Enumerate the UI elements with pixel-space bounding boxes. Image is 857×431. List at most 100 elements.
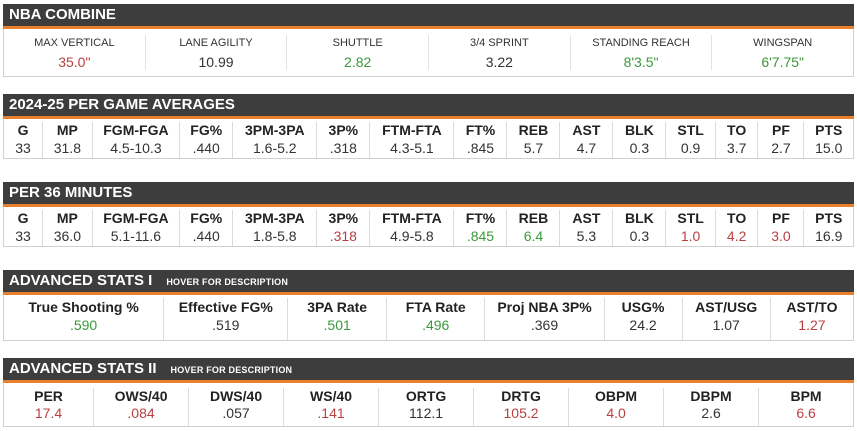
stat-cell[interactable]: FTA Rate .496 (385, 298, 485, 340)
stat-label[interactable]: DWS/40 (209, 388, 263, 404)
stat-label[interactable]: OBPM (595, 388, 638, 404)
stat-value: 0.9 (680, 140, 701, 156)
stat-value: 5.1-11.6 (110, 228, 162, 244)
advanced-stats-2-header: ADVANCED STATS II HOVER FOR DESCRIPTION (3, 358, 854, 383)
stat-cell[interactable]: WS/40.141 (283, 388, 378, 426)
stat-value: 3.7 (726, 140, 747, 156)
stat-cell[interactable]: 3PA Rate .501 (287, 298, 386, 340)
stat-cell: 3/4 SPRINT 3.22 (428, 35, 570, 70)
stat-label: FTM-FTA (382, 122, 442, 138)
stat-value: 17.4 (34, 405, 63, 421)
stat-cell: 3PM-3PA 1.8-5.8 (232, 210, 316, 246)
stat-cell: FTM-FTA 4.9-5.8 (369, 210, 453, 246)
stat-label[interactable]: DBPM (690, 388, 732, 404)
advanced-stats-2-section: ADVANCED STATS II HOVER FOR DESCRIPTION P… (3, 358, 854, 427)
stat-cell: 3P% .318 (316, 122, 369, 158)
stat-cell[interactable]: Proj NBA 3P% .369 (484, 298, 603, 340)
per36-title: PER 36 MINUTES (9, 184, 133, 201)
stat-cell[interactable]: ORTG 112.1 (378, 388, 473, 426)
stat-value: .369 (530, 317, 559, 333)
stat-label: AST (572, 210, 601, 226)
stat-value: 5.7 (523, 140, 544, 156)
stat-label: FG% (190, 122, 223, 138)
stat-cell[interactable]: AST/USG 1.07 (681, 298, 770, 340)
stat-value: 24.2 (629, 317, 657, 333)
stat-label[interactable]: BPM (790, 388, 822, 404)
stat-label[interactable]: True Shooting % (28, 299, 139, 315)
stat-value: 6'7.75" (761, 54, 805, 70)
stat-cell: MP 36.0 (42, 210, 92, 246)
stat-value: 2.6 (701, 405, 721, 421)
stat-cell[interactable]: BPM 6.6 (758, 388, 853, 426)
stat-label[interactable]: USG% (621, 299, 665, 315)
stat-cell: PTS 16.9 (803, 210, 853, 246)
stat-label: BLK (624, 122, 654, 138)
stat-cell: AST 4.7 (559, 122, 612, 158)
stat-value: .845 (466, 140, 495, 156)
per-game-header: 2024-25 PER GAME AVERAGES (3, 94, 854, 119)
stat-label: 3/4 SPRINT (470, 37, 529, 49)
stat-value: 1.0 (680, 228, 701, 244)
stat-label: TO (727, 122, 747, 138)
stat-cell: MAX VERTICAL 35.0" (4, 35, 145, 70)
stat-cell[interactable]: DBPM 2.6 (663, 388, 758, 426)
combine-section: NBA COMBINE MAX VERTICAL 35.0" LANE AGILIT… (3, 4, 854, 77)
stat-value: 6.4 (523, 228, 544, 244)
stat-label[interactable]: DRTG (501, 388, 541, 404)
per-game-title: 2024-25 PER GAME AVERAGES (9, 96, 235, 113)
stat-value: 4.0 (606, 405, 626, 421)
stat-cell[interactable]: True Shooting % .590 (4, 298, 163, 340)
stat-value: 1.07 (712, 317, 740, 333)
stat-cell: FG% .440 (179, 122, 232, 158)
stat-value: 3.0 (771, 228, 791, 244)
stat-cell: STL 0.9 (665, 122, 715, 158)
stat-value: 1.8-5.8 (252, 228, 297, 244)
stat-cell: FG% .440 (179, 210, 232, 246)
stat-cell[interactable]: OBPM 4.0 (568, 388, 663, 426)
stat-cell: REB 6.4 (506, 210, 559, 246)
stat-cell[interactable]: Effective FG% .519 (163, 298, 287, 340)
stat-label[interactable]: ORTG (405, 388, 447, 404)
stat-label[interactable]: 3PA Rate (307, 299, 368, 315)
stat-label[interactable]: OWS/40 (114, 388, 168, 404)
stat-label[interactable]: FTA Rate (405, 299, 466, 315)
stat-label: 3PM-3PA (244, 122, 305, 138)
stat-label: PTS (815, 210, 843, 226)
stat-cell[interactable]: OWS/40.084 (93, 388, 188, 426)
stat-label[interactable]: Effective FG% (178, 299, 273, 315)
stat-label: WINGSPAN (753, 37, 813, 49)
stat-value: .440 (192, 140, 220, 156)
stat-label[interactable]: PER (34, 388, 63, 404)
stat-label: LANE AGILITY (179, 37, 253, 49)
stat-label: FGM-FGA (103, 122, 169, 138)
stat-label: G (17, 122, 29, 138)
stat-value: 35.0" (58, 54, 91, 70)
stat-value: 112.1 (409, 405, 444, 421)
stat-cell: G 33 (4, 210, 42, 246)
stat-label[interactable]: AST/USG (695, 299, 758, 315)
stat-cell[interactable]: PER 17.4 (4, 388, 93, 426)
advanced-stats-1-section: ADVANCED STATS I HOVER FOR DESCRIPTION Tr… (3, 270, 854, 341)
advanced-stats-2-grid: PER 17.4 OWS/40.084 DWS/40.057 WS/40.141 ORTG… (3, 383, 854, 427)
stat-value: 4.3-5.1 (390, 140, 434, 156)
stat-cell[interactable]: DWS/40.057 (188, 388, 283, 426)
stat-cell: SHUTTLE 2.82 (286, 35, 428, 70)
stat-value: .501 (323, 317, 351, 333)
stat-label: FG% (190, 210, 223, 226)
advanced-stats-1-title: ADVANCED STATS I (9, 272, 153, 289)
stat-cell[interactable]: DRTG 105.2 (473, 388, 568, 426)
stat-label[interactable]: Proj NBA 3P% (497, 299, 592, 315)
stat-label: REB (518, 210, 549, 226)
advanced-stats-1-header: ADVANCED STATS I HOVER FOR DESCRIPTION (3, 270, 854, 295)
stat-cell[interactable]: AST/TO 1.27 (769, 298, 853, 340)
stat-value: .318 (329, 140, 357, 156)
per36-grid: G 33 MP 36.0 FGM-FGA 5.1-11.6 FG% .440 3PM-3PA 1.… (3, 207, 854, 247)
stat-value: 2.82 (344, 54, 372, 70)
stat-label: MP (56, 210, 78, 226)
stat-cell[interactable]: USG% 24.2 (603, 298, 682, 340)
stat-cell: MP 31.8 (42, 122, 92, 158)
stat-label[interactable]: WS/40 (310, 388, 353, 404)
stat-label: 3PM-3PA (244, 210, 305, 226)
stat-cell: TO 3.7 (714, 122, 758, 158)
stat-label[interactable]: AST/TO (786, 299, 838, 315)
